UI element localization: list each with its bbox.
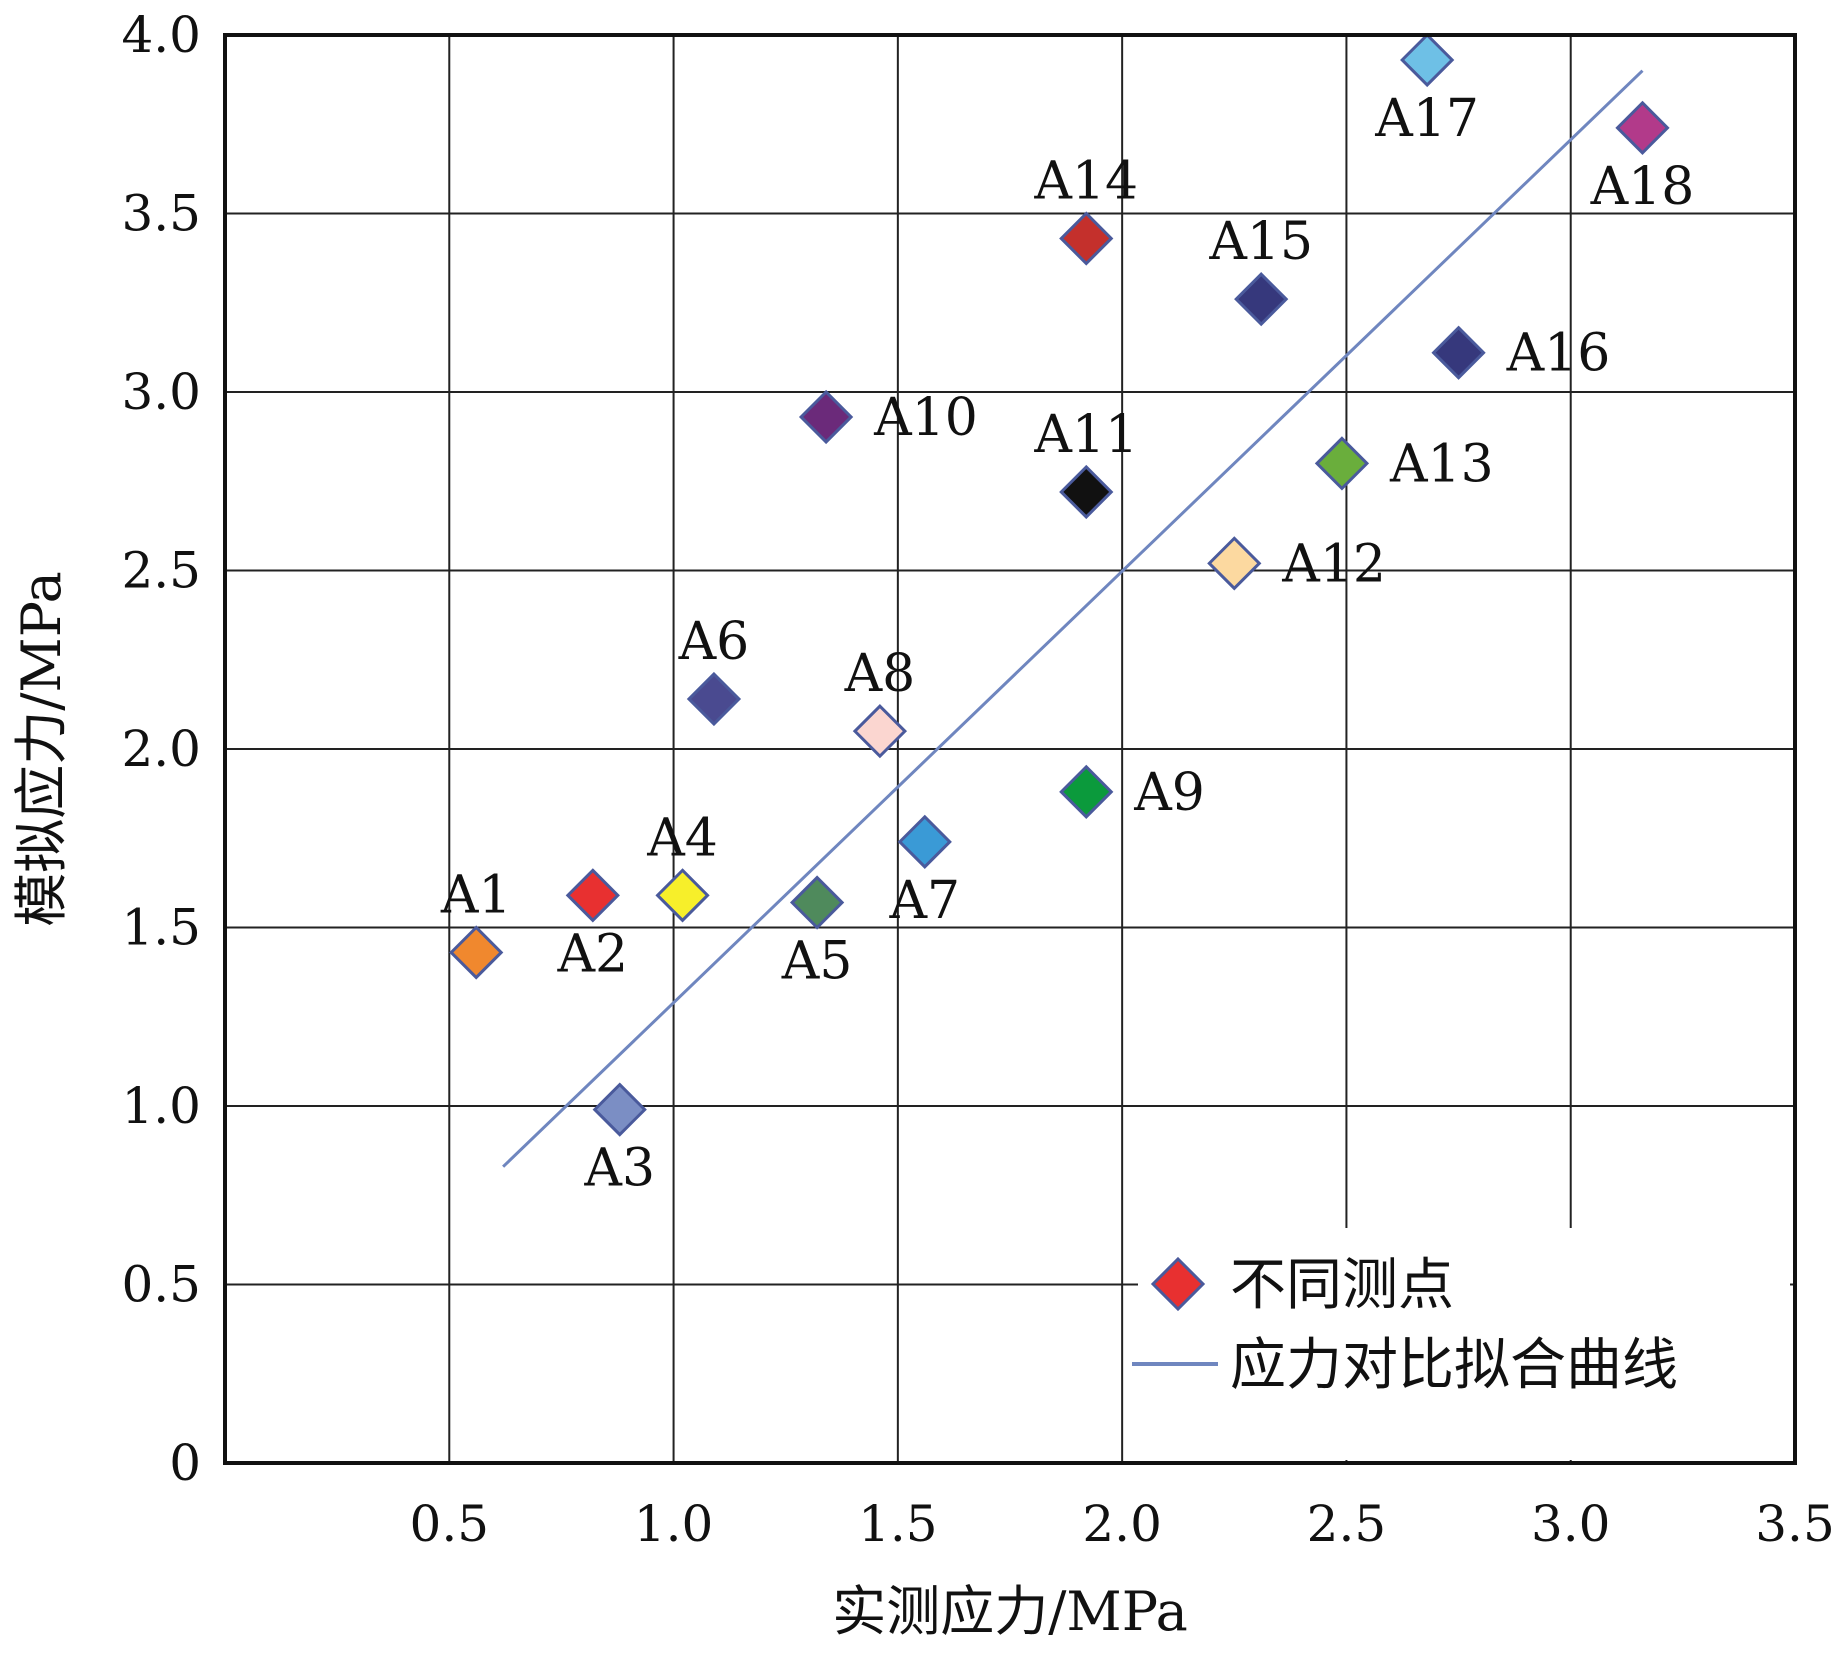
plot-area-frame	[223, 33, 1797, 1465]
data-point-a10	[798, 389, 854, 445]
data-point-a9	[1059, 764, 1114, 819]
point-label-a5: A5	[781, 932, 853, 992]
x-tick-label: 2.0	[1082, 1495, 1162, 1553]
legend-label-fit: 应力对比拟合曲线	[1230, 1333, 1678, 1398]
point-label-a3: A3	[583, 1139, 655, 1199]
y-tick-label: 1.5	[121, 899, 201, 957]
y-tick-label: 4.0	[121, 6, 201, 64]
point-label-a13: A13	[1389, 434, 1494, 494]
y-tick-label: 2.0	[121, 720, 201, 778]
legend-diamond-icon	[1150, 1256, 1206, 1312]
y-axis-title: 模拟应力/MPa	[10, 571, 73, 927]
point-label-a6: A6	[678, 612, 750, 672]
x-tick-label: 3.0	[1531, 1495, 1611, 1553]
data-point-a8	[852, 704, 908, 759]
data-point-a4	[655, 868, 710, 923]
fit-line	[502, 69, 1644, 1168]
data-point-a16	[1431, 325, 1486, 380]
x-tick-label: 1.5	[858, 1495, 938, 1553]
y-tick-label: 0	[169, 1434, 201, 1492]
data-point-a2	[565, 868, 620, 923]
point-label-a15: A15	[1208, 212, 1313, 272]
legend-background	[1138, 1228, 1790, 1460]
point-label-a11: A11	[1033, 405, 1138, 465]
point-label-a18: A18	[1590, 157, 1695, 217]
x-tick-label: 2.5	[1307, 1495, 1387, 1553]
point-label-a7: A7	[888, 871, 960, 931]
data-point-a17	[1400, 32, 1455, 88]
data-point-a7	[897, 814, 952, 869]
y-tick-label: 3.5	[121, 185, 201, 243]
x-tick-label: 1.0	[634, 1495, 714, 1553]
point-label-a8: A8	[844, 644, 916, 704]
data-point-a6	[686, 671, 742, 727]
y-tick-label: 3.0	[121, 363, 201, 421]
point-label-a9: A9	[1133, 763, 1205, 823]
data-point-a5	[789, 875, 845, 930]
data-point-a15	[1234, 272, 1289, 327]
tick-labels-layer: 0.5 1.0 1.5 2.0 2.5 3.0 3.5 0 0.5 1.0 1.5 2.0 2.5 3.0…	[121, 6, 1834, 1553]
x-tick-label: 0.5	[410, 1495, 490, 1553]
data-point-a12	[1207, 536, 1262, 591]
point-label-a1: A1	[440, 865, 512, 925]
grid-lines	[225, 35, 1795, 1463]
x-tick-label: 3.5	[1755, 1495, 1835, 1553]
point-label-a10: A10	[873, 388, 978, 448]
y-tick-label: 1.0	[121, 1077, 201, 1135]
legend-label-points: 不同测点	[1230, 1253, 1454, 1318]
data-point-a3	[592, 1082, 647, 1137]
data-point-a18	[1615, 100, 1670, 155]
point-label-a2: A2	[557, 924, 629, 984]
data-points-layer	[449, 32, 1670, 1137]
data-point-a13	[1314, 436, 1370, 491]
x-axis-title: 实测应力/MPa	[832, 1580, 1188, 1643]
y-tick-label: 0.5	[121, 1256, 201, 1314]
point-label-a17: A17	[1374, 89, 1479, 149]
point-label-a4: A4	[646, 808, 718, 868]
point-label-a16: A16	[1506, 324, 1611, 384]
data-point-a1	[449, 925, 504, 980]
data-point-a11	[1059, 464, 1114, 520]
point-label-a12: A12	[1281, 534, 1386, 594]
fit-line-layer	[502, 69, 1644, 1168]
data-point-a14	[1059, 211, 1114, 266]
y-tick-label: 2.5	[121, 542, 201, 600]
point-label-a14: A14	[1033, 151, 1138, 211]
